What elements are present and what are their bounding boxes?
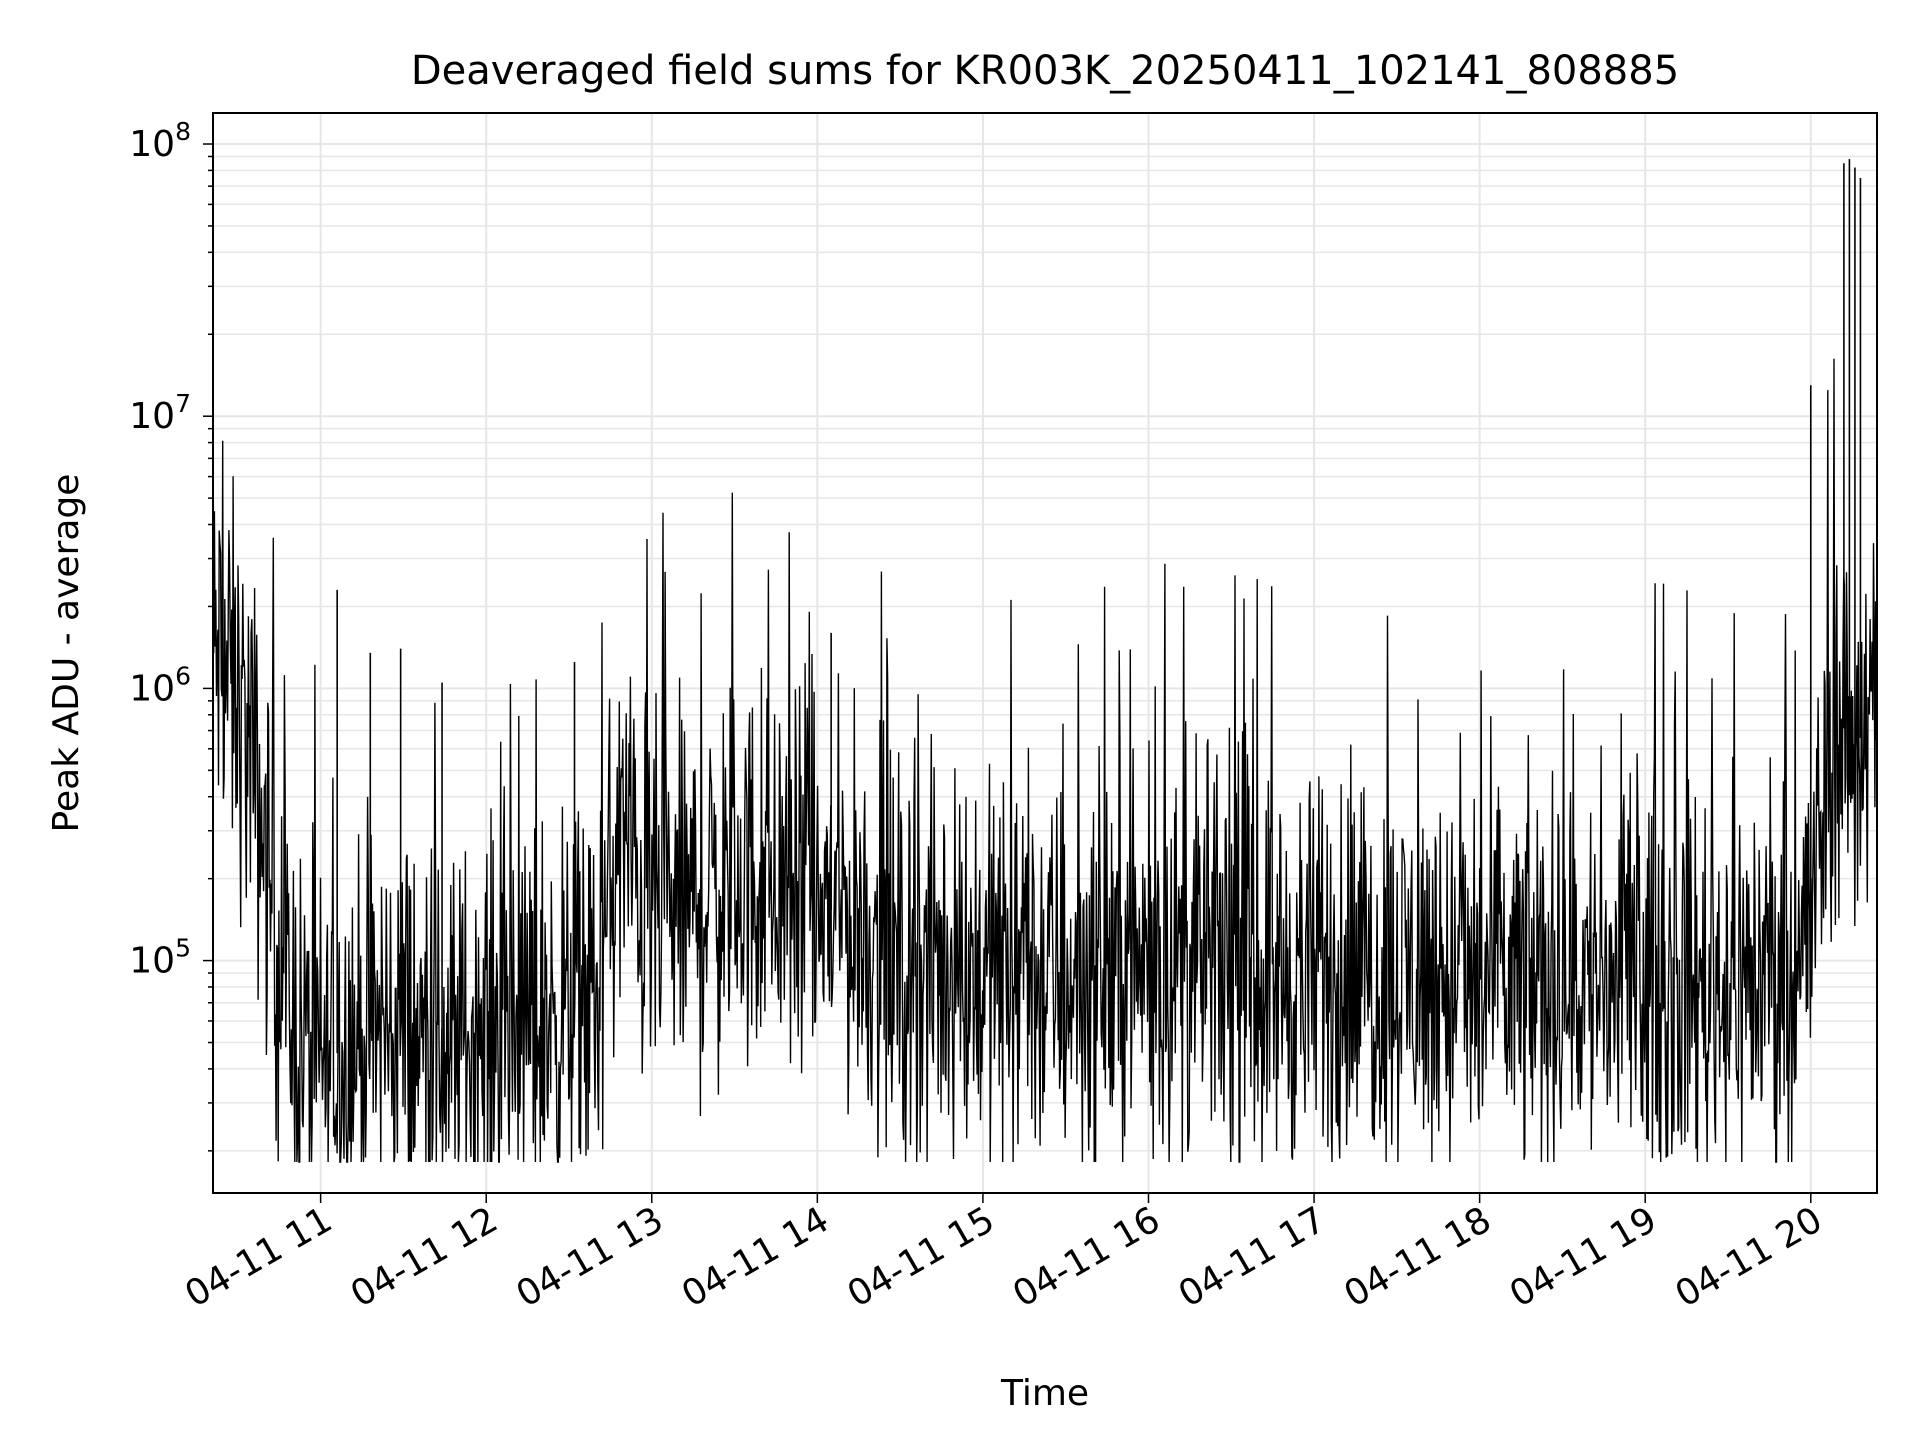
y-axis-label: Peak ADU - average (46, 474, 87, 833)
axes-frame (212, 112, 1878, 1194)
chart-title: Deaveraged field sums for KR003K_2025041… (411, 48, 1679, 94)
x-axis-label: Time (1000, 1373, 1089, 1414)
data-line (212, 358, 1878, 1163)
y-tick-label: 108 (129, 117, 191, 165)
y-tick-label: 106 (129, 661, 191, 709)
y-axis-ticks: 105 106 107 108 (129, 117, 213, 1152)
y-tick-label: 105 (129, 934, 191, 982)
y-tick-label: 107 (129, 389, 191, 437)
